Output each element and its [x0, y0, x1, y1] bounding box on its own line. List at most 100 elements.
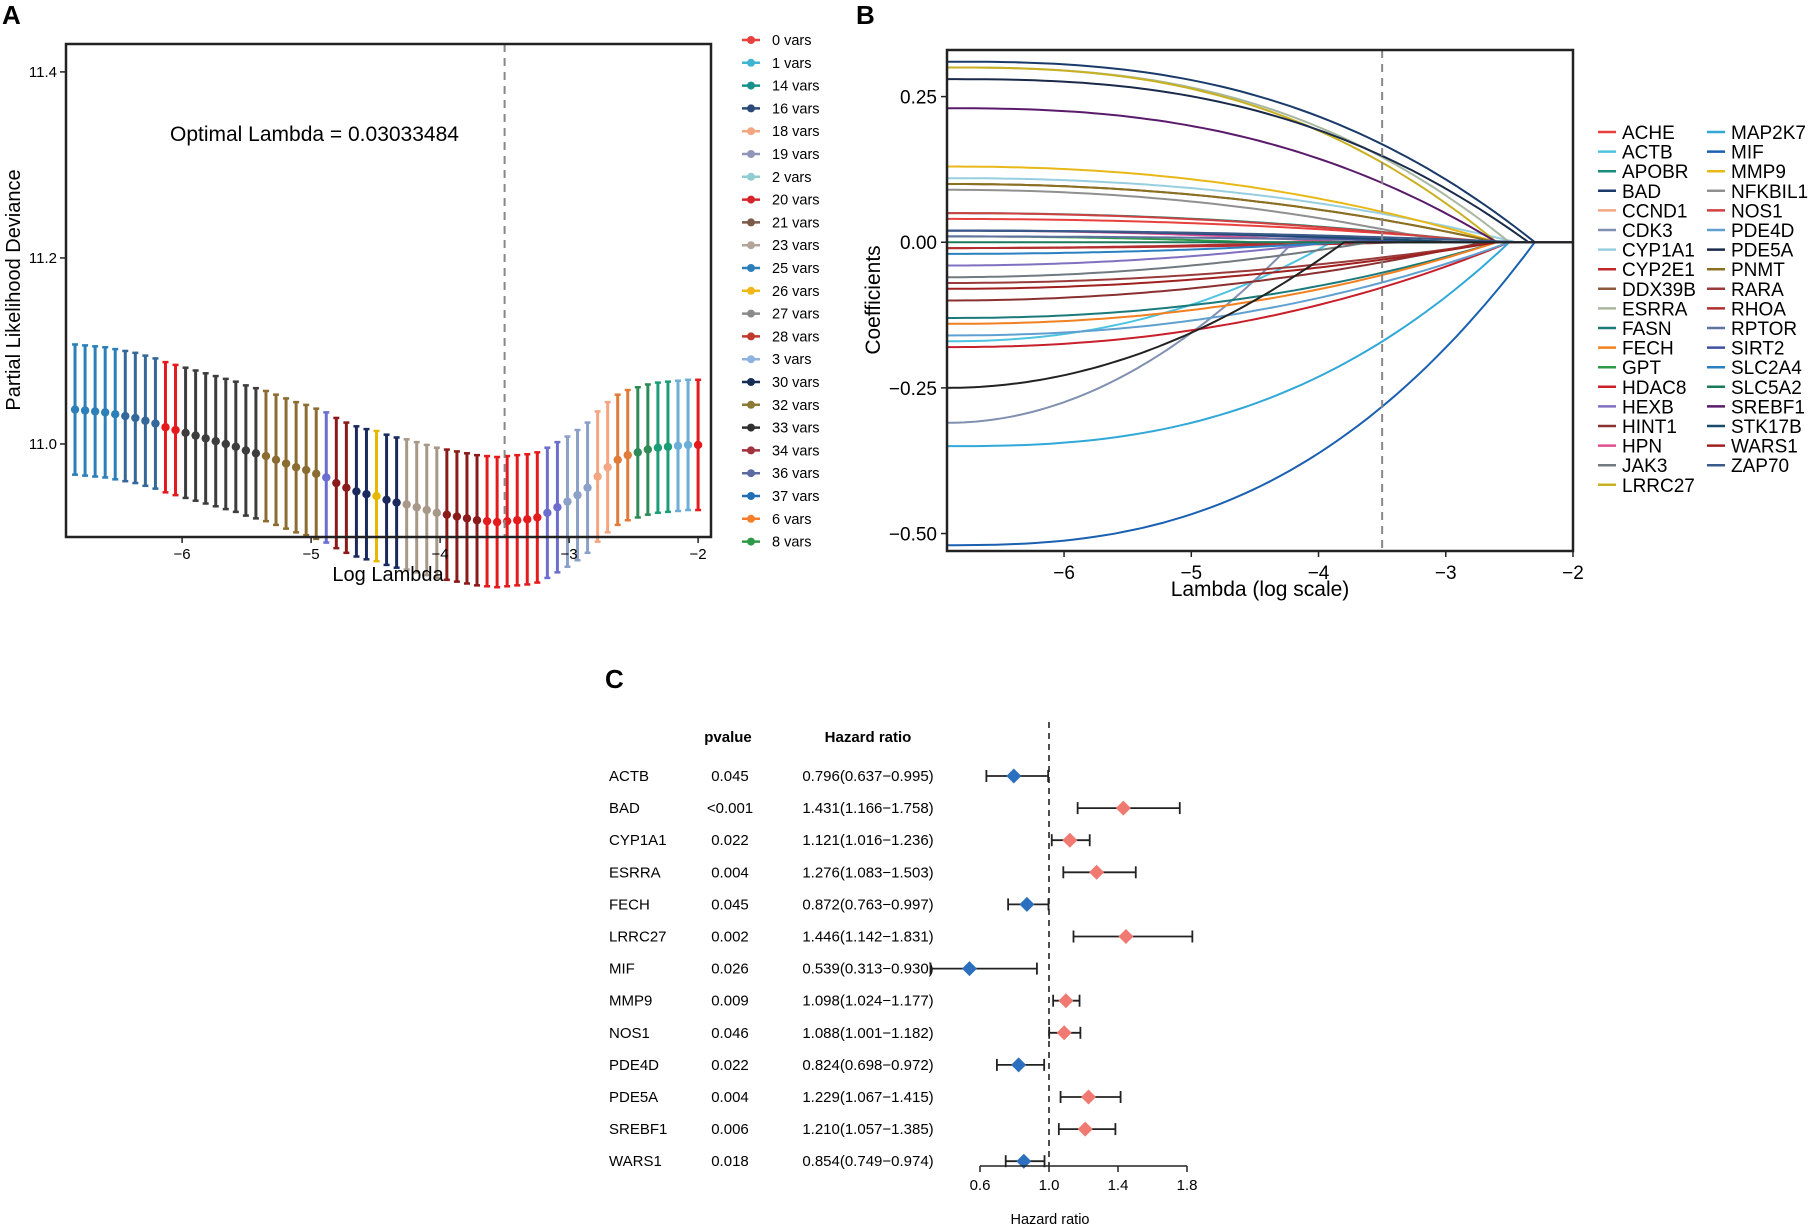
- panel-a-annotation: Optimal Lambda = 0.03033484: [170, 123, 459, 146]
- cv-mean-point: [322, 473, 331, 482]
- legend-entry: 0 vars: [742, 33, 812, 49]
- pvalue-value: 0.045: [711, 768, 749, 785]
- legend-label: 20 vars: [772, 193, 820, 209]
- x-tick-label: 0.6: [970, 1177, 991, 1194]
- legend-entry: GPT: [1598, 358, 1661, 379]
- forest-row: ESRRA 0.004 1.276(1.083−1.503): [609, 864, 1137, 881]
- cv-mean-point: [100, 408, 110, 417]
- legend-label: BAD: [1622, 182, 1661, 203]
- legend-label: 1 vars: [772, 56, 812, 72]
- legend-label: PDE5A: [1731, 241, 1794, 262]
- cv-mean-point: [563, 497, 572, 506]
- legend-entry: 26 vars: [742, 284, 820, 300]
- coef-line-slc2a4: [947, 241, 1573, 255]
- legend-label: MMP9: [1731, 162, 1786, 183]
- panel-c-xlabel: Hazard ratio: [1011, 1212, 1090, 1228]
- panel-c-axes: 0.6 1.0 1.4 1.8: [970, 722, 1198, 1194]
- cv-mean-point: [131, 413, 140, 423]
- legend-swatch-point: [747, 492, 755, 500]
- legend-entry: SIRT2: [1707, 339, 1785, 360]
- pvalue-value: 0.002: [711, 929, 749, 946]
- legend-entry: CYP2E1: [1598, 260, 1695, 281]
- coef-line-pde4d: [946, 241, 1573, 337]
- legend-entry: PDE4D: [1707, 221, 1794, 242]
- hazard-ratio-text: 0.796(0.637−0.995): [802, 768, 933, 785]
- legend-entry: 21 vars: [742, 215, 820, 231]
- legend-entry: 34 vars: [742, 443, 820, 459]
- legend-swatch-point: [747, 378, 755, 386]
- cv-mean-point: [342, 483, 351, 492]
- legend-label: 36 vars: [772, 466, 820, 482]
- legend-label: FECH: [1622, 339, 1674, 360]
- panel-b-xlabel: Lambda (log scale): [1171, 578, 1350, 601]
- legend-label: 33 vars: [772, 421, 820, 437]
- panel-a-legend: 0 vars 1 vars 14 vars 16 vars 18 vars 19 vars…: [742, 33, 820, 551]
- legend-entry: ACTB: [1598, 143, 1673, 164]
- forest-row: SREBF1 0.006 1.210(1.057−1.385): [609, 1121, 1117, 1138]
- legend-entry: ZAP70: [1707, 456, 1789, 477]
- legend-swatch-point: [747, 172, 755, 181]
- gene-label: WARS1: [609, 1153, 662, 1170]
- cv-mean-point: [271, 455, 281, 464]
- x-tick-label: 1.8: [1177, 1177, 1198, 1194]
- pvalue-value: <0.001: [707, 800, 753, 817]
- coef-line-hint1: [947, 241, 1573, 302]
- coefficient-lines: [946, 50, 1573, 551]
- gene-label: ESRRA: [609, 864, 661, 881]
- coef-line-hexb: [947, 241, 1573, 267]
- forest-rows: ACTB 0.045 0.796(0.637−0.995) BAD <0.001 1.43…: [609, 768, 1194, 1170]
- panel-a-xlabel: Log Lambda: [332, 564, 444, 586]
- legend-label: APOBR: [1622, 162, 1689, 183]
- cv-mean-point: [281, 459, 291, 468]
- cv-mean-point: [603, 463, 612, 472]
- legend-label: 37 vars: [772, 489, 820, 505]
- col-header-pvalue: pvalue: [704, 729, 752, 746]
- legend-entry: 36 vars: [742, 466, 820, 482]
- forest-row: CYP1A1 0.022 1.121(1.016−1.236): [609, 832, 1091, 849]
- x-tick-label: 1.0: [1039, 1177, 1060, 1194]
- legend-entry: HPN: [1598, 437, 1662, 458]
- legend-entry: 6 vars: [742, 512, 812, 528]
- pvalue-value: 0.006: [711, 1121, 749, 1138]
- hazard-ratio-text: 1.088(1.001−1.182): [802, 1025, 933, 1042]
- panel-a-label: A: [2, 0, 21, 30]
- cv-mean-point: [583, 483, 592, 492]
- coef-line-pde5a: [947, 78, 1573, 244]
- hazard-ratio-text: 0.539(0.313−0.930): [802, 961, 933, 978]
- legend-label: NOS1: [1731, 201, 1783, 222]
- legend-label: ZAP70: [1731, 456, 1789, 477]
- panel-b-frame: [945, 48, 1575, 553]
- legend-entry: SREBF1: [1707, 397, 1805, 418]
- cv-mean-point: [472, 516, 482, 525]
- legend-label: 16 vars: [772, 101, 820, 117]
- legend-label: ESRRA: [1622, 299, 1688, 320]
- cv-mean-point: [362, 490, 371, 499]
- gene-label: SREBF1: [609, 1121, 667, 1138]
- coef-line-jak3: [947, 241, 1573, 279]
- cv-mean-point: [412, 503, 421, 512]
- legend-swatch-point: [747, 104, 755, 113]
- cv-mean-point: [482, 516, 492, 526]
- legend-label: ACTB: [1622, 143, 1673, 164]
- coef-line-esrra: [947, 66, 1573, 244]
- hazard-ratio-text: 1.210(1.057−1.385): [802, 1121, 933, 1138]
- col-header-hazard-ratio: Hazard ratio: [825, 729, 912, 746]
- legend-label: LRRC27: [1622, 476, 1695, 497]
- legend-label: CDK3: [1622, 221, 1673, 242]
- forest-row: MMP9 0.009 1.098(1.024−1.177): [609, 993, 1081, 1010]
- y-tick-label: 0.25: [900, 88, 937, 109]
- legend-label: HDAC8: [1622, 378, 1686, 399]
- legend-entry: APOBR: [1598, 162, 1689, 183]
- legend-label: DDX39B: [1622, 280, 1696, 301]
- cv-mean-point: [121, 411, 130, 421]
- gene-label: MMP9: [609, 993, 652, 1010]
- gene-label: LRRC27: [609, 929, 667, 946]
- legend-entry: DDX39B: [1598, 280, 1696, 301]
- cv-mean-point: [161, 423, 170, 432]
- cv-mean-point: [663, 442, 673, 451]
- legend-entry: FASN: [1598, 319, 1672, 340]
- legend-entry: CDK3: [1598, 221, 1673, 242]
- legend-swatch-point: [747, 286, 755, 295]
- x-tick-label: −4: [432, 546, 449, 563]
- legend-entry: CYP1A1: [1598, 241, 1695, 262]
